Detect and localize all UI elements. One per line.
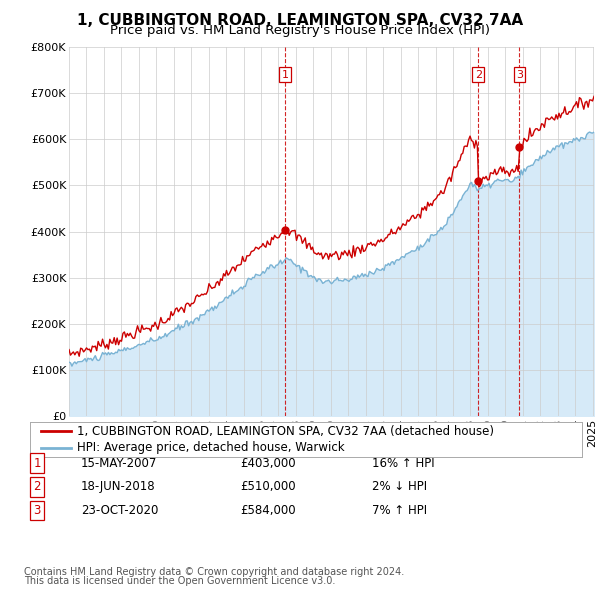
Text: Price paid vs. HM Land Registry's House Price Index (HPI): Price paid vs. HM Land Registry's House …: [110, 24, 490, 37]
Text: 7% ↑ HPI: 7% ↑ HPI: [372, 504, 427, 517]
Text: 2: 2: [34, 480, 41, 493]
Text: Contains HM Land Registry data © Crown copyright and database right 2024.: Contains HM Land Registry data © Crown c…: [24, 567, 404, 577]
Text: £584,000: £584,000: [240, 504, 296, 517]
Text: 18-JUN-2018: 18-JUN-2018: [81, 480, 155, 493]
Text: 3: 3: [34, 504, 41, 517]
Text: 1, CUBBINGTON ROAD, LEAMINGTON SPA, CV32 7AA: 1, CUBBINGTON ROAD, LEAMINGTON SPA, CV32…: [77, 13, 523, 28]
Text: 23-OCT-2020: 23-OCT-2020: [81, 504, 158, 517]
Text: 16% ↑ HPI: 16% ↑ HPI: [372, 457, 434, 470]
Text: 1, CUBBINGTON ROAD, LEAMINGTON SPA, CV32 7AA (detached house): 1, CUBBINGTON ROAD, LEAMINGTON SPA, CV32…: [77, 425, 494, 438]
Text: HPI: Average price, detached house, Warwick: HPI: Average price, detached house, Warw…: [77, 441, 344, 454]
Text: 2% ↓ HPI: 2% ↓ HPI: [372, 480, 427, 493]
Text: 1: 1: [281, 70, 289, 80]
Text: £403,000: £403,000: [240, 457, 296, 470]
Text: 15-MAY-2007: 15-MAY-2007: [81, 457, 157, 470]
Text: 2: 2: [475, 70, 482, 80]
Text: 1: 1: [34, 457, 41, 470]
Text: This data is licensed under the Open Government Licence v3.0.: This data is licensed under the Open Gov…: [24, 576, 335, 586]
Text: £510,000: £510,000: [240, 480, 296, 493]
Text: 3: 3: [516, 70, 523, 80]
